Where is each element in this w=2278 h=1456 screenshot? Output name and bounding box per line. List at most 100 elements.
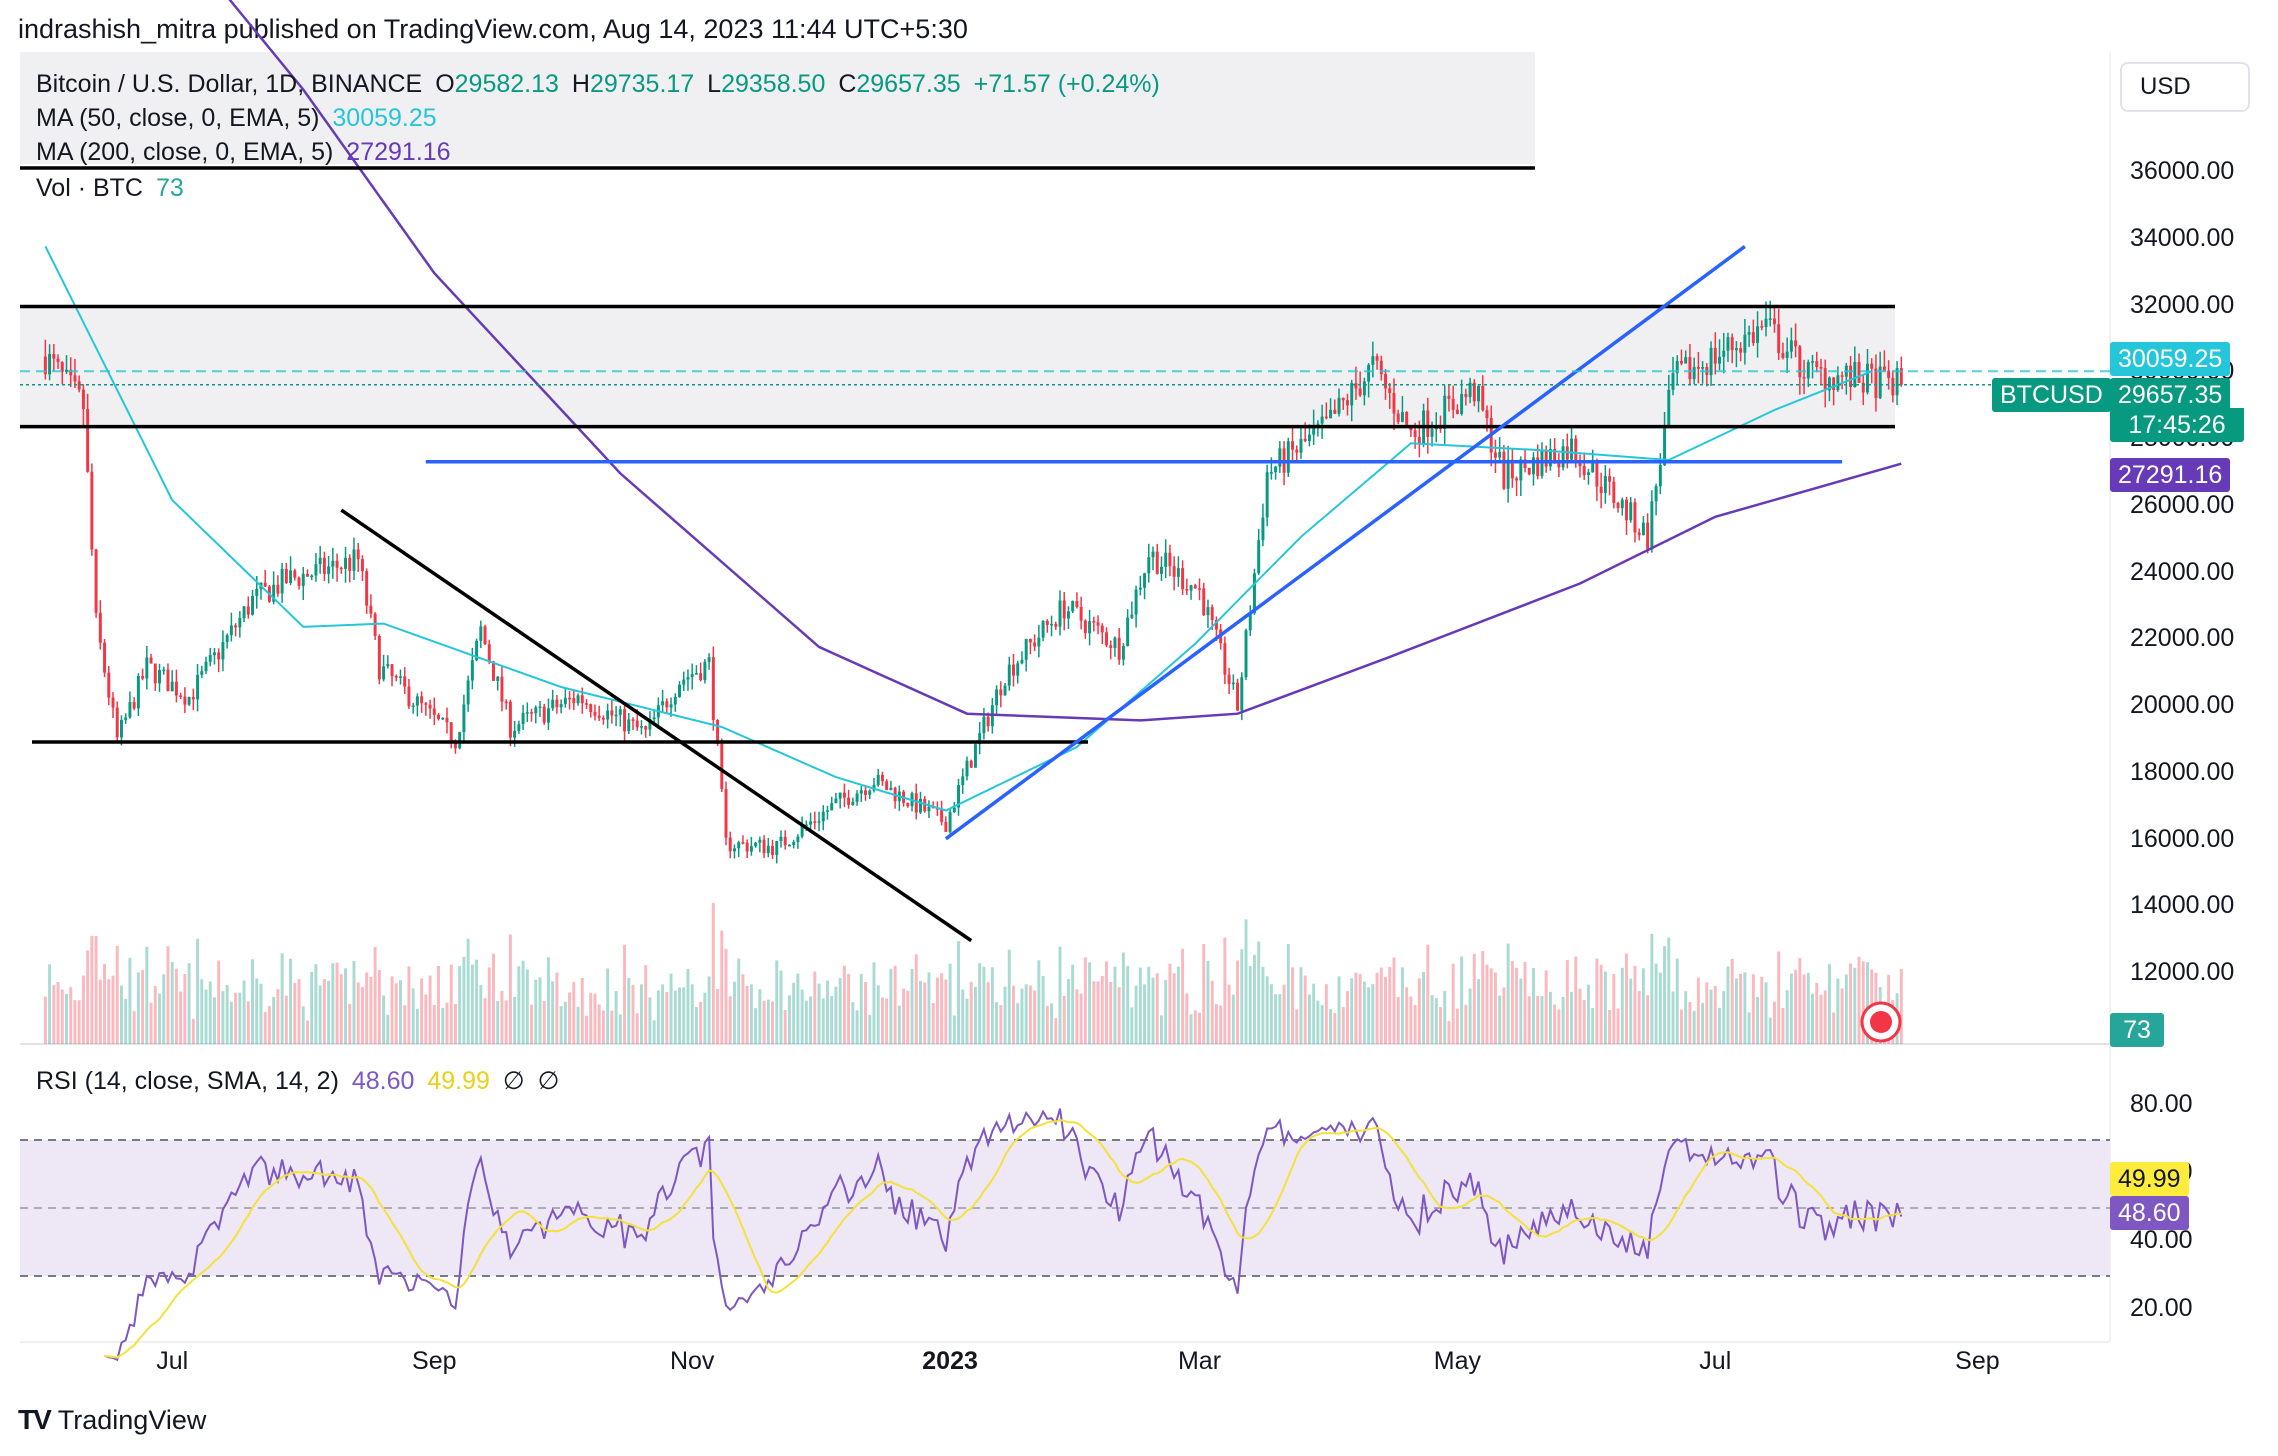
candle-body <box>69 369 73 376</box>
volume-bar <box>377 970 381 1044</box>
candle-body <box>1193 585 1197 589</box>
volume-bar <box>1024 984 1028 1044</box>
volume-bar <box>563 1001 567 1044</box>
volume-bar <box>787 995 791 1044</box>
rsi-legend[interactable]: RSI (14, close, SMA, 14, 2) 48.60 49.99 … <box>36 1066 565 1096</box>
volume-bar <box>1781 1007 1785 1044</box>
symbol-label[interactable]: Bitcoin / U.S. Dollar, 1D, BINANCE <box>36 70 423 98</box>
candle-body <box>403 676 407 687</box>
volume-bar <box>339 974 343 1044</box>
candle-body <box>504 701 508 704</box>
countdown-tag: 17:45:26 <box>2110 408 2244 442</box>
volume-bar <box>1523 961 1527 1044</box>
volume-bar <box>81 975 85 1044</box>
volume-bar <box>538 977 542 1044</box>
candle-body <box>555 699 559 708</box>
candle-body <box>800 825 804 837</box>
candle-body <box>1278 448 1282 467</box>
volume-bar <box>1316 1000 1320 1044</box>
candle-body <box>661 701 665 706</box>
candle-body <box>948 812 952 832</box>
volume-bar <box>293 982 297 1044</box>
volume-bar <box>1028 985 1032 1044</box>
volume-bar <box>255 978 259 1044</box>
volume-bar <box>297 979 301 1044</box>
volume-bar <box>1603 971 1607 1044</box>
volume-bar <box>1244 919 1248 1044</box>
volume-bar <box>1405 987 1409 1044</box>
volume-bar <box>779 970 783 1044</box>
volume-bar <box>225 984 229 1044</box>
candle-body <box>1654 486 1658 502</box>
candle-body <box>728 837 732 852</box>
candle-body <box>1726 337 1730 351</box>
candle-body <box>1578 461 1582 467</box>
volume-bar <box>1443 990 1447 1044</box>
ohlc-legend: Bitcoin / U.S. Dollar, 1D, BINANCE O2958… <box>36 70 1166 99</box>
volume-bar <box>415 1008 419 1044</box>
volume-bar <box>796 973 800 1044</box>
volume-bar <box>851 1002 855 1044</box>
candle-body <box>424 703 428 705</box>
candle-body <box>1413 430 1417 437</box>
volume-bar <box>517 966 521 1044</box>
candle-body <box>1823 368 1827 391</box>
time-tick-label: 2023 <box>922 1347 978 1375</box>
volume-bar <box>1037 960 1041 1044</box>
volume-bar <box>614 991 618 1044</box>
rsi-extra-a: ∅ <box>502 1067 525 1095</box>
currency-button[interactable]: USD <box>2120 62 2250 112</box>
volume-bar <box>327 980 331 1044</box>
volume-bar <box>1278 994 1282 1044</box>
candle-body <box>610 710 614 716</box>
volume-bar <box>1248 966 1252 1044</box>
volume-bar <box>1498 995 1502 1044</box>
volume-bar <box>208 981 212 1044</box>
volume-bar <box>864 982 868 1044</box>
tradingview-logo-icon: TV <box>18 1404 52 1435</box>
volume-bar <box>525 969 529 1044</box>
volume-bar <box>631 984 635 1044</box>
candle-body <box>1684 357 1688 364</box>
candle-body <box>1236 682 1240 711</box>
volume-bar <box>1692 1010 1696 1044</box>
volume-bar <box>77 1000 81 1044</box>
volume-bar <box>166 946 170 1044</box>
candle-body <box>1756 326 1760 343</box>
volume-bar <box>957 941 961 1044</box>
candle-body <box>1781 353 1785 359</box>
volume-bar <box>56 982 60 1044</box>
candle-body <box>1443 395 1447 429</box>
volume-bar <box>572 982 576 1044</box>
volume-bar <box>1468 988 1472 1044</box>
ma50-legend[interactable]: MA (50, close, 0, EMA, 5) 30059.25 <box>36 104 443 133</box>
candle-body <box>1451 398 1455 410</box>
ma50-line <box>44 245 1873 812</box>
volume-bar <box>601 1010 605 1044</box>
candle-body <box>1041 620 1045 638</box>
candle-body <box>944 821 948 832</box>
volume-bar <box>1367 987 1371 1044</box>
candle-body <box>606 710 610 720</box>
candle-body <box>1582 466 1586 476</box>
volume-bar <box>263 1012 267 1044</box>
volume-bar <box>534 979 538 1044</box>
volume-bar <box>1071 964 1075 1044</box>
candle-body <box>1506 459 1510 489</box>
ma200-legend[interactable]: MA (200, close, 0, EMA, 5) 27291.16 <box>36 138 457 167</box>
candle-body <box>648 719 652 730</box>
candle-body <box>847 797 851 806</box>
candle-body <box>563 697 567 705</box>
candle-body <box>1460 394 1464 414</box>
close-label: C <box>838 70 857 98</box>
volume-legend[interactable]: Vol · BTC 73 <box>36 174 190 203</box>
volume-bar <box>352 960 356 1044</box>
volume-bar <box>754 1008 758 1044</box>
volume-bar <box>1392 957 1396 1044</box>
candle-body <box>766 845 770 854</box>
volume-bar <box>999 1005 1003 1044</box>
volume-bar <box>623 944 627 1044</box>
change-value: +71.57 (+0.24%) <box>973 70 1160 98</box>
volume-bar <box>1823 990 1827 1044</box>
